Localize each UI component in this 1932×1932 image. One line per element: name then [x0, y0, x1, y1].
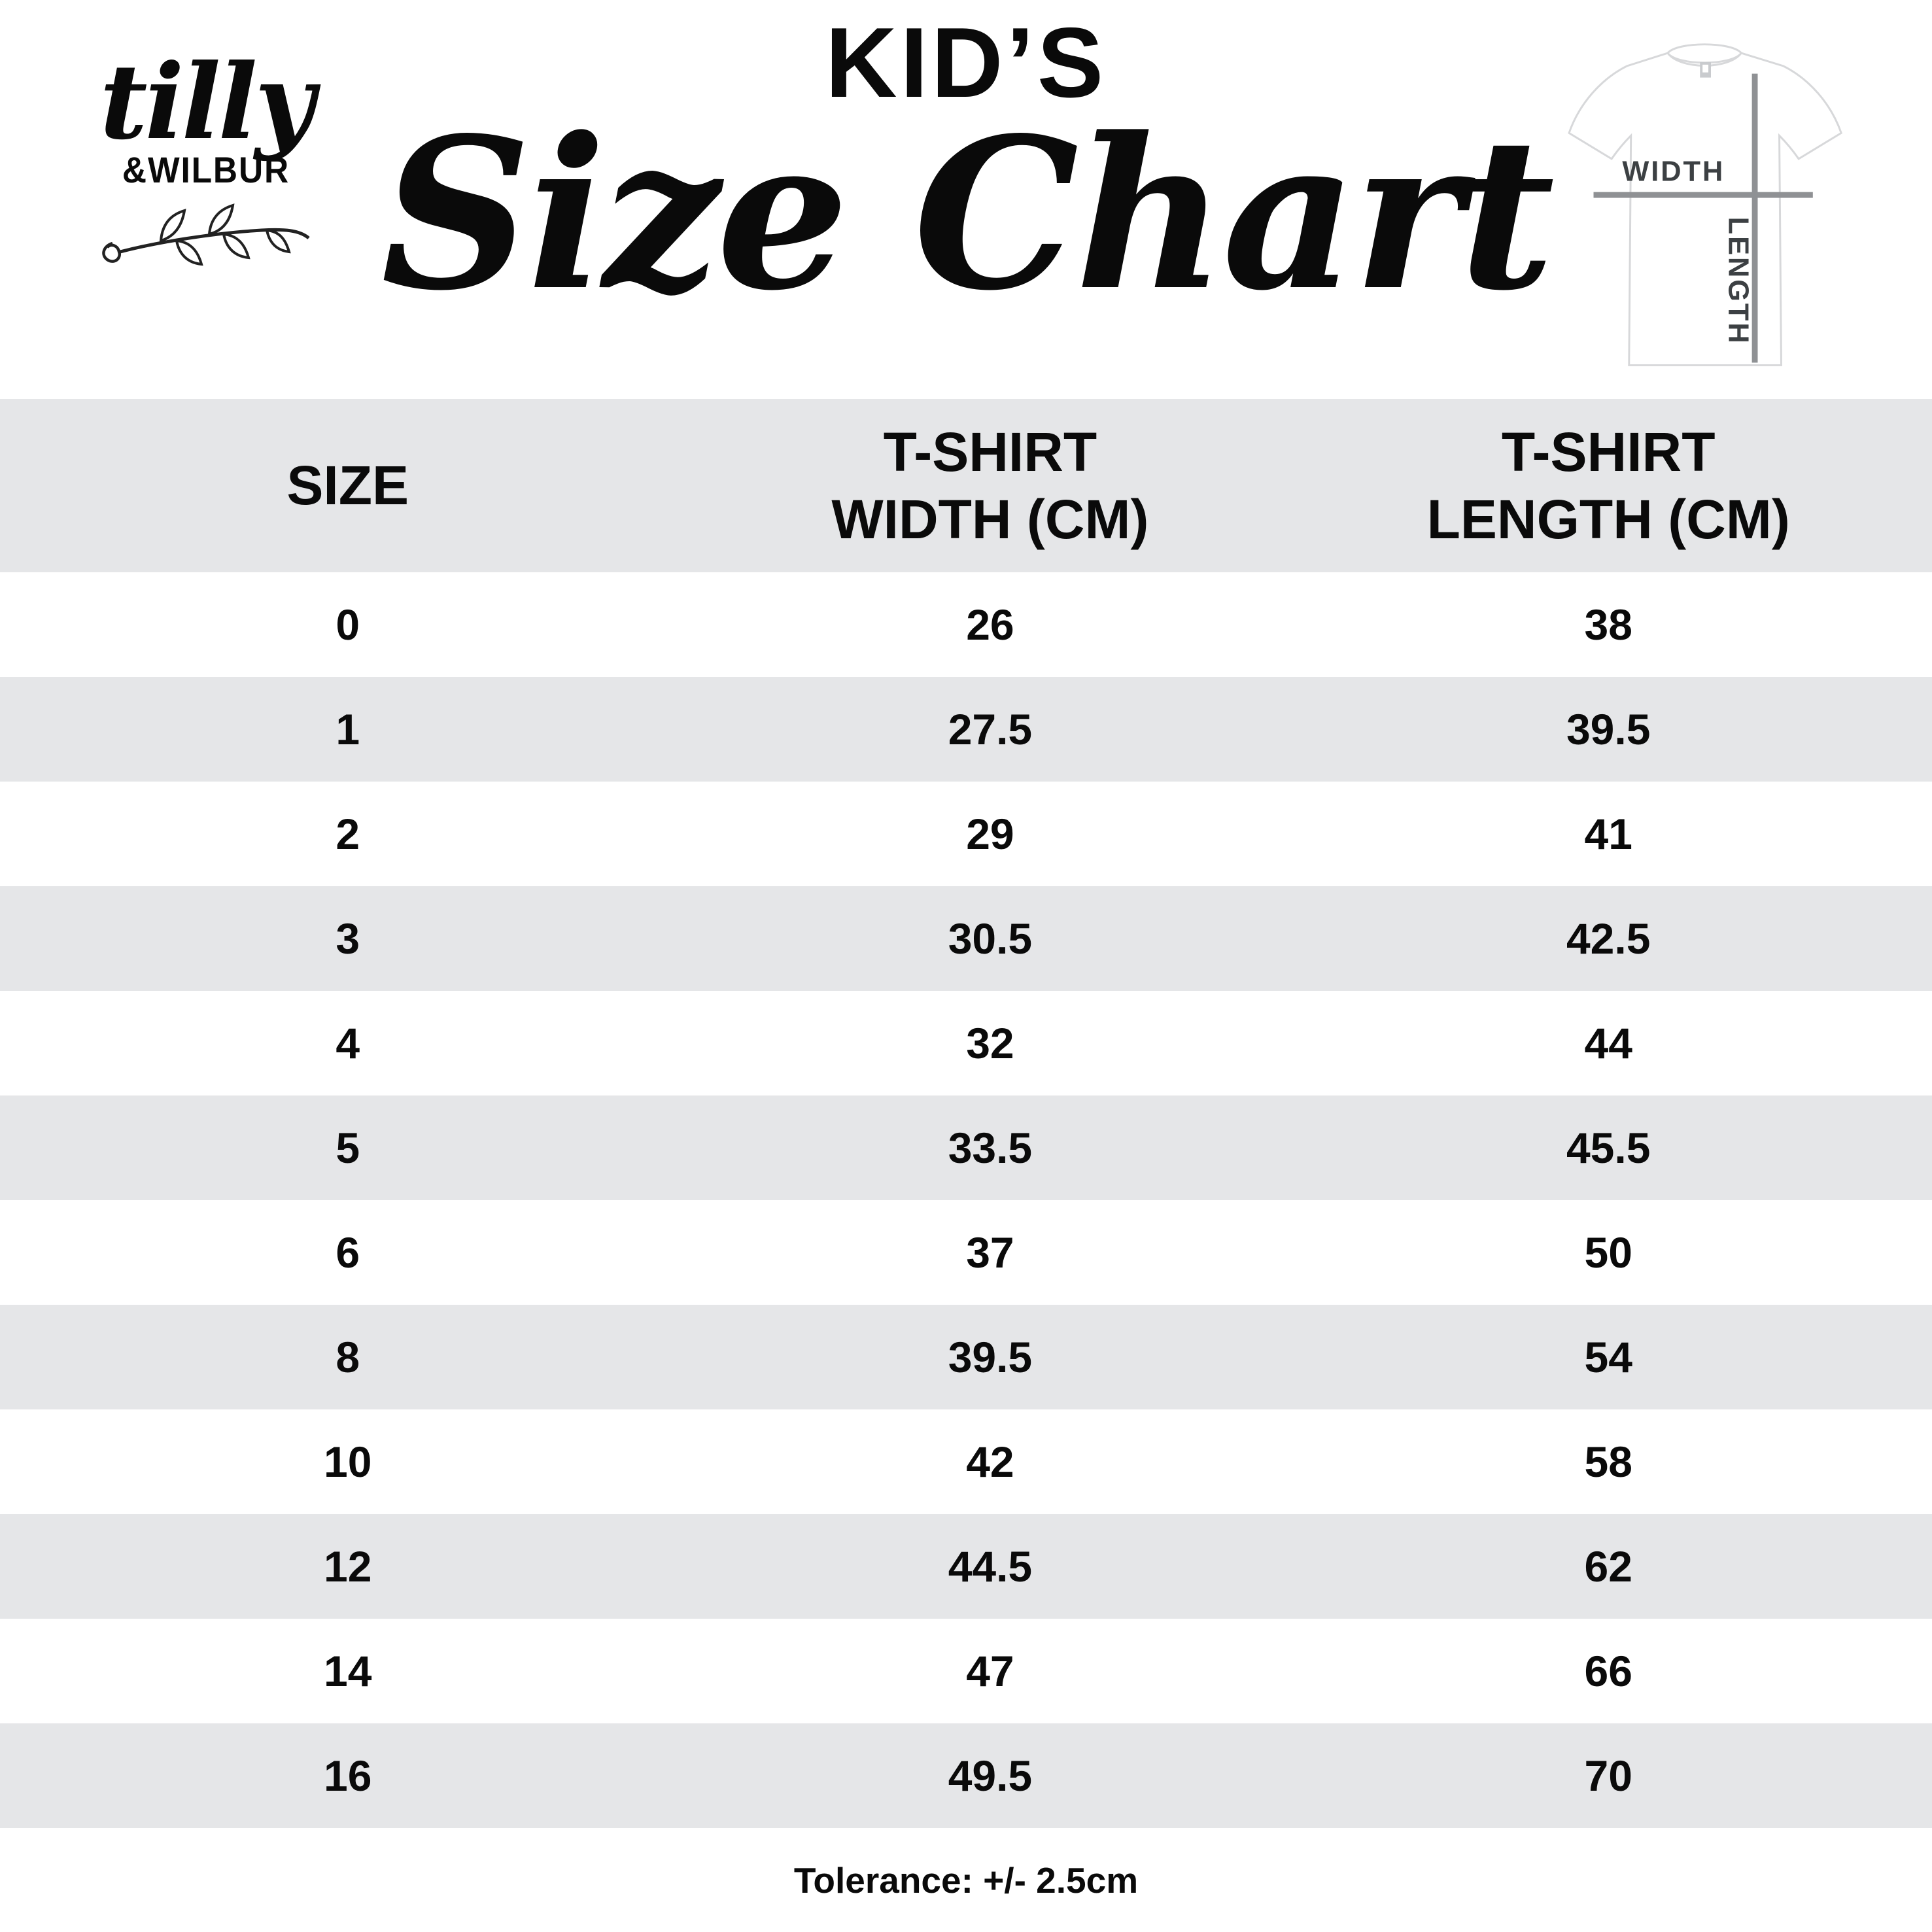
length-cell: 54 [1584, 1333, 1632, 1381]
table-row: 0 26 38 [0, 572, 1932, 677]
tshirt-diagram: WIDTH LENGTH [1504, 12, 1918, 386]
width-cell: 27.5 [948, 705, 1033, 753]
length-cell: 62 [1584, 1542, 1632, 1591]
width-cell: 30.5 [948, 914, 1033, 963]
size-cell: 5 [336, 1124, 360, 1172]
length-cell: 50 [1584, 1228, 1632, 1277]
width-cell: 32 [966, 1019, 1014, 1067]
width-label: WIDTH [1622, 156, 1725, 187]
size-cell: 2 [336, 810, 360, 858]
table-row: 12 44.5 62 [0, 1514, 1932, 1619]
table-row: 3 30.5 42.5 [0, 886, 1932, 991]
width-cell: 37 [966, 1228, 1014, 1277]
size-cell: 6 [336, 1228, 360, 1277]
size-cell: 10 [324, 1438, 372, 1486]
column-header-width: T-SHIRT WIDTH (CM) [695, 419, 1285, 553]
length-cell: 38 [1584, 600, 1632, 649]
table-body: 0 26 38 1 27.5 39.5 2 29 41 3 30.5 42.5 … [0, 572, 1932, 1828]
table-row: 14 47 66 [0, 1619, 1932, 1723]
table-header-row: SIZE T-SHIRT WIDTH (CM) T-SHIRT LENGTH (… [0, 399, 1932, 572]
size-cell: 0 [336, 600, 360, 649]
table-row: 2 29 41 [0, 782, 1932, 886]
size-cell: 16 [324, 1751, 372, 1800]
width-cell: 44.5 [948, 1542, 1033, 1591]
table-row: 16 49.5 70 [0, 1723, 1932, 1828]
length-cell: 66 [1584, 1647, 1632, 1695]
width-cell: 33.5 [948, 1124, 1033, 1172]
table-row: 8 39.5 54 [0, 1305, 1932, 1409]
length-cell: 70 [1584, 1751, 1632, 1800]
column-header-length-line1: T-SHIRT [1501, 421, 1716, 483]
length-cell: 42.5 [1566, 914, 1651, 963]
column-header-length: T-SHIRT LENGTH (CM) [1285, 419, 1932, 553]
column-header-length-line2: LENGTH (CM) [1426, 488, 1790, 550]
table-row: 4 32 44 [0, 991, 1932, 1095]
size-cell: 4 [336, 1019, 360, 1067]
size-cell: 1 [336, 705, 360, 753]
tshirt-icon [1568, 43, 1843, 366]
column-header-width-line2: WIDTH (CM) [831, 488, 1149, 550]
width-cell: 49.5 [948, 1751, 1033, 1800]
length-cell: 44 [1584, 1019, 1632, 1067]
brand-logo: tilly &WILBUR [92, 51, 320, 270]
length-cell: 45.5 [1566, 1124, 1651, 1172]
width-cell: 47 [966, 1647, 1014, 1695]
size-cell: 3 [336, 914, 360, 963]
width-cell: 39.5 [948, 1333, 1033, 1381]
length-cell: 58 [1584, 1438, 1632, 1486]
size-table: SIZE T-SHIRT WIDTH (CM) T-SHIRT LENGTH (… [0, 399, 1932, 1828]
width-cell: 26 [966, 600, 1014, 649]
column-header-width-line1: T-SHIRT [883, 421, 1097, 483]
table-row: 1 27.5 39.5 [0, 677, 1932, 782]
size-cell: 14 [324, 1647, 372, 1695]
length-label: LENGTH [1723, 217, 1754, 345]
tolerance-note: Tolerance: +/- 2.5cm [793, 1859, 1139, 1901]
width-cell: 29 [966, 810, 1014, 858]
table-row: 5 33.5 45.5 [0, 1095, 1932, 1200]
column-header-size: SIZE [286, 455, 409, 517]
page-title-kids: KID’S [825, 7, 1107, 118]
length-cell: 39.5 [1566, 705, 1651, 753]
laurel-branch-icon [92, 195, 320, 270]
length-cell: 41 [1584, 810, 1632, 858]
brand-name-caps: &WILBUR [122, 149, 290, 190]
width-cell: 42 [966, 1438, 1014, 1486]
page-title-size-chart: Size Chart [381, 92, 1555, 336]
size-cell: 8 [336, 1333, 360, 1381]
brand-name-script: tilly [99, 42, 315, 163]
table-row: 10 42 58 [0, 1409, 1932, 1514]
size-cell: 12 [324, 1542, 372, 1591]
table-row: 6 37 50 [0, 1200, 1932, 1305]
